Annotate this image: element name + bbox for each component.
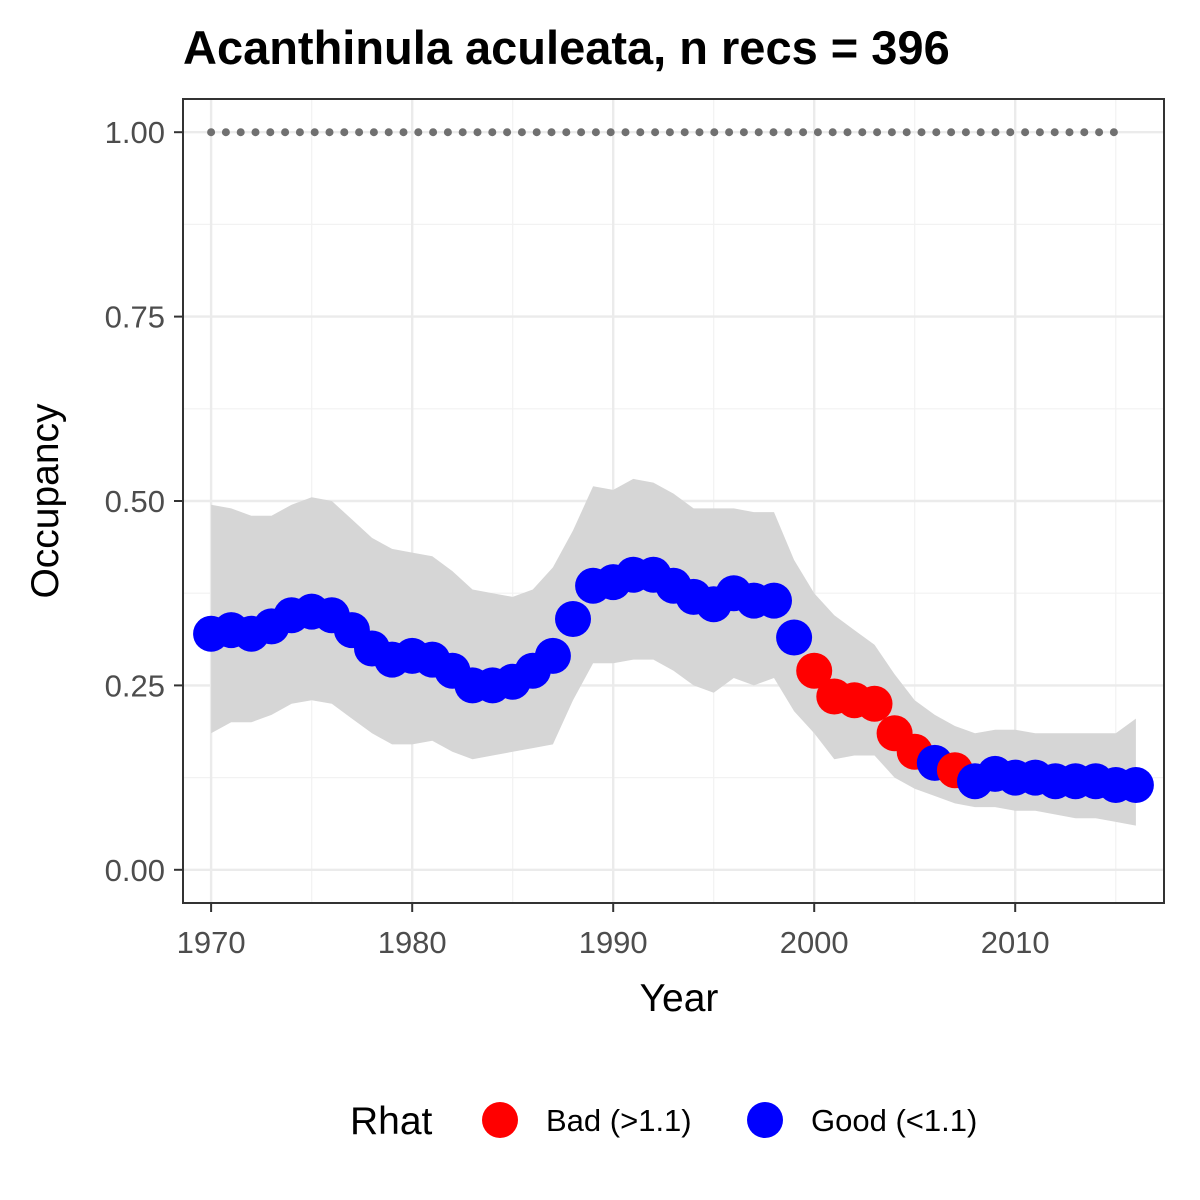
x-tick-label: 2010 <box>981 925 1050 960</box>
points-layer <box>193 556 1154 803</box>
x-tick-label: 1980 <box>378 925 447 960</box>
data-point-good <box>1117 767 1154 803</box>
data-point-bad <box>856 685 893 722</box>
x-tick-label: 2000 <box>780 925 849 960</box>
y-tick-label: 0.50 <box>105 484 165 519</box>
data-point-bad <box>796 652 833 689</box>
legend-key-bad <box>482 1102 518 1138</box>
legend-title: Rhat <box>350 1100 433 1143</box>
y-tick-label: 1.00 <box>105 115 165 150</box>
y-axis: 0.00 0.25 0.50 0.75 1.00 <box>105 115 183 888</box>
data-point-good <box>776 619 813 656</box>
data-point-good <box>534 637 571 674</box>
y-tick-label: 0.75 <box>105 300 165 335</box>
data-point-good <box>756 582 792 619</box>
chart-title: Acanthinula aculeata, n recs = 396 <box>183 21 950 74</box>
data-point-good <box>555 601 591 637</box>
x-tick-label: 1970 <box>177 925 246 960</box>
x-axis-title: Year <box>640 977 719 1020</box>
y-tick-label: 0.00 <box>105 853 165 888</box>
legend: Rhat Bad (>1.1) Good (<1.1) <box>350 1100 977 1143</box>
legend-key-good <box>747 1102 783 1138</box>
legend-label-good: Good (<1.1) <box>811 1103 977 1138</box>
legend-label-bad: Bad (>1.1) <box>546 1103 692 1138</box>
x-axis: 1970 1980 1990 2000 2010 <box>177 903 1050 960</box>
y-axis-title: Occupancy <box>24 403 67 599</box>
x-tick-label: 1990 <box>579 925 648 960</box>
y-tick-label: 0.25 <box>105 668 165 703</box>
